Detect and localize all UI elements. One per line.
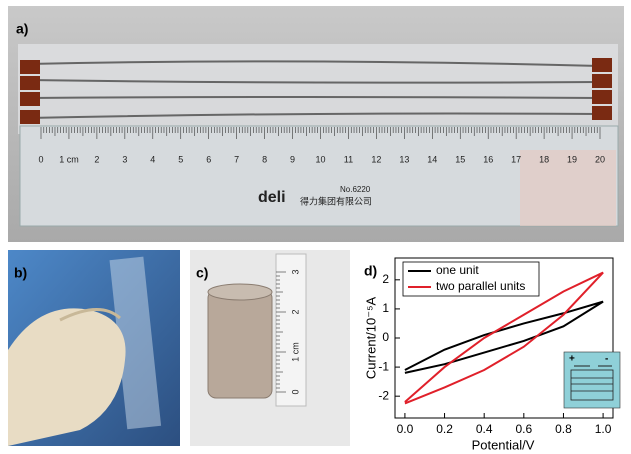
- ruler-label: 2: [94, 154, 99, 164]
- glass-slide: [18, 44, 618, 134]
- legend-label: two parallel units: [436, 279, 525, 293]
- ruler-label: 3: [122, 154, 127, 164]
- panel-label: d): [364, 263, 377, 279]
- ruler-label: 16: [483, 154, 493, 164]
- photo-b: b): [8, 250, 180, 446]
- ruler-label: 3: [290, 269, 300, 274]
- ruler-label: 10: [315, 154, 325, 164]
- vial-top: [208, 284, 272, 300]
- y-tick-label: 2: [382, 272, 389, 286]
- ruler-label: 20: [595, 154, 605, 164]
- ruler-label: 13: [399, 154, 409, 164]
- y-tick-label: -1: [378, 359, 389, 373]
- x-tick-label: 0.4: [476, 422, 493, 436]
- ruler-label: 15: [455, 154, 465, 164]
- x-axis-label: Potential/V: [472, 437, 535, 452]
- y-tick-label: -2: [378, 388, 389, 402]
- y-tick-label: 0: [382, 330, 389, 344]
- brand: deli: [258, 189, 286, 206]
- ruler-label: 0: [290, 389, 300, 394]
- ruler-label: 1 cm: [290, 342, 300, 362]
- ruler-label: 5: [178, 154, 183, 164]
- ruler-label: 12: [371, 154, 381, 164]
- ruler-label: 1 cm: [59, 154, 79, 164]
- photo-c: 3 2 1 cm 0 c): [190, 250, 350, 446]
- fiber: [28, 97, 600, 98]
- company: 得力集团有限公司: [300, 195, 372, 206]
- ruler-label: 7: [234, 154, 239, 164]
- ruler-label: 0: [38, 154, 43, 164]
- x-tick-label: 0.6: [515, 422, 532, 436]
- legend-label: one unit: [436, 263, 479, 277]
- ruler-label: 11: [344, 154, 353, 164]
- vial: [208, 290, 272, 398]
- panel-label: a): [16, 21, 28, 37]
- ruler-label: 4: [150, 154, 155, 164]
- ruler-label: 14: [427, 154, 437, 164]
- x-tick-label: 0.0: [397, 422, 414, 436]
- ruler-label: 18: [539, 154, 549, 164]
- ruler-label: 9: [290, 154, 295, 164]
- inset-label: -: [605, 354, 608, 365]
- ruler-label: 6: [206, 154, 211, 164]
- photo-a: 0 1 cm 2 3 4 5 6 7 8 9 10 11 12 13 14 15 16 17 18 19 20 deli…: [8, 6, 624, 242]
- x-tick-label: 0.2: [436, 422, 453, 436]
- panel-label: b): [14, 265, 27, 281]
- ruler-label: 17: [511, 154, 521, 164]
- y-tick-label: 1: [382, 301, 389, 315]
- ruler-label: 2: [290, 309, 300, 314]
- figure: 01 cm234567891011121314151617181920 deli…: [0, 0, 631, 454]
- x-tick-label: 1.0: [595, 422, 612, 436]
- ruler-label: 8: [262, 154, 267, 164]
- model: No.6220: [340, 185, 371, 194]
- panel-label: c): [196, 265, 208, 281]
- ruler: [276, 254, 306, 406]
- ruler-label: 19: [567, 154, 577, 164]
- x-tick-label: 0.8: [555, 422, 572, 436]
- chart: d) Potential/V Current/10⁻⁵A 0.0 0.2 0.4 0.…: [363, 258, 620, 452]
- y-axis-label: Current/10⁻⁵A: [363, 297, 378, 380]
- inset-label: +: [569, 354, 575, 365]
